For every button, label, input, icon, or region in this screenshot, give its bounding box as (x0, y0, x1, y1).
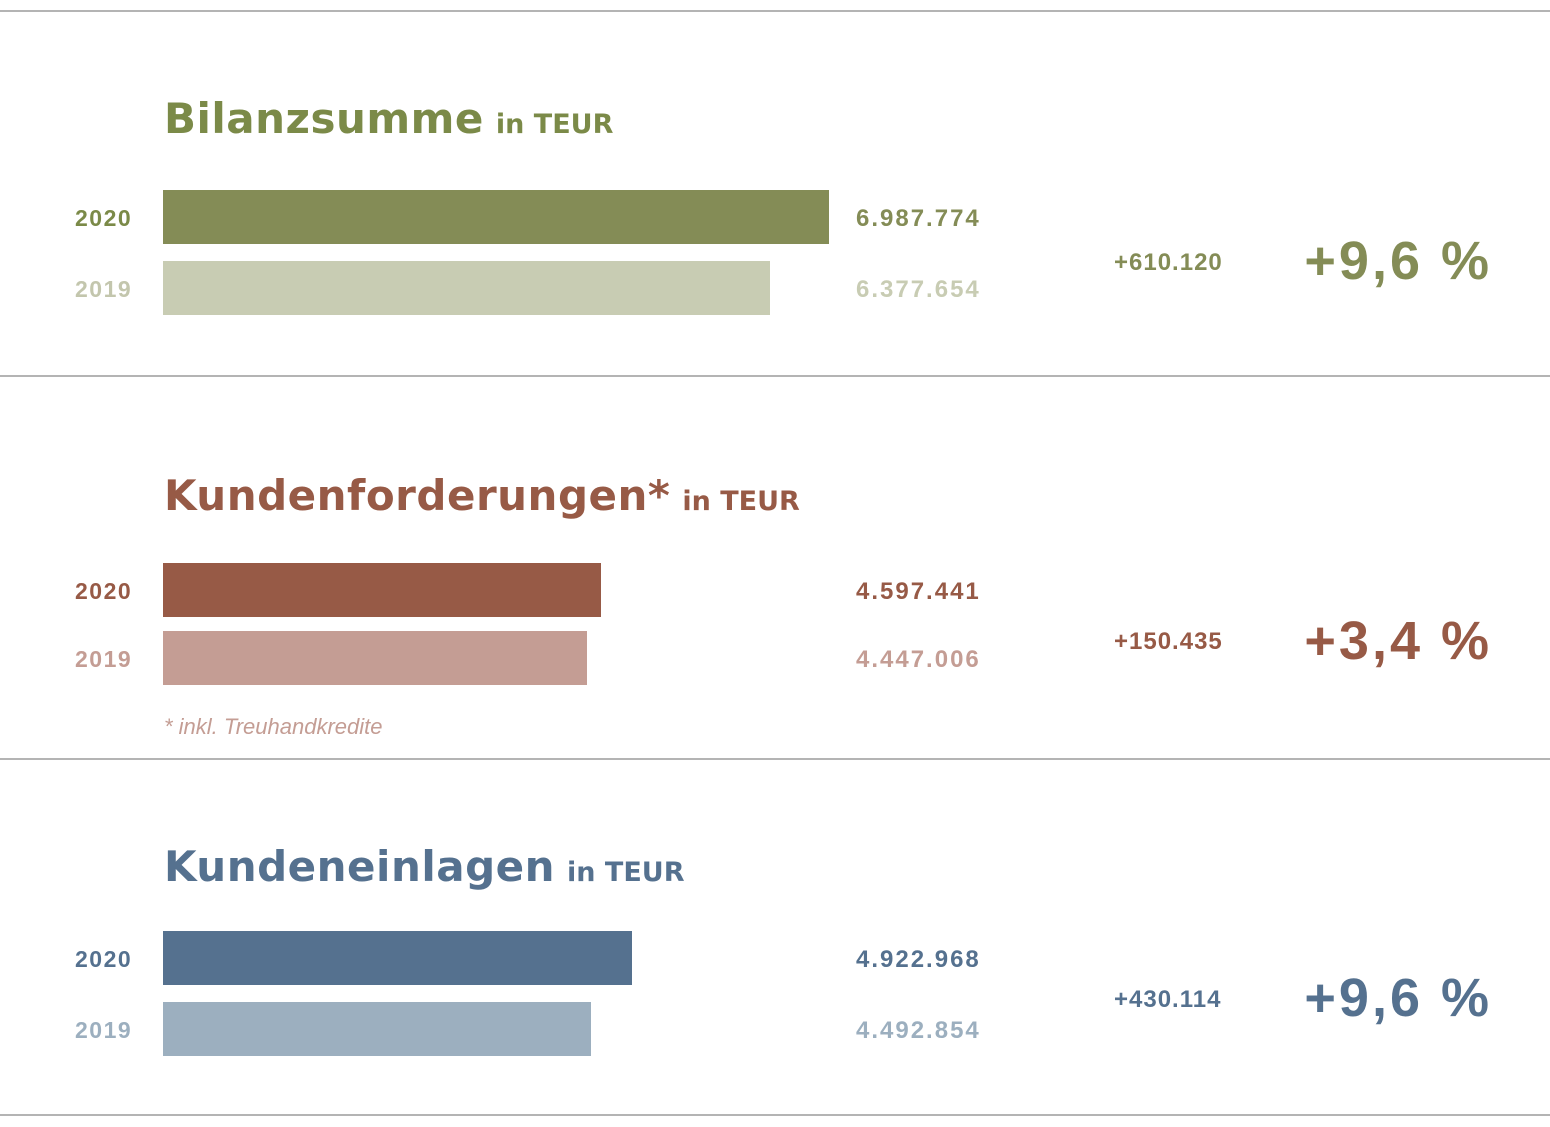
year-label-current: 2020 (75, 946, 133, 972)
bar-previous (163, 631, 587, 685)
bar-current (163, 563, 601, 617)
value-label-current: 6.987.774 (856, 205, 981, 232)
year-label-current: 2020 (75, 205, 133, 231)
year-label-previous: 2019 (75, 276, 133, 302)
divider-2 (0, 758, 1550, 760)
bar-previous (163, 261, 771, 315)
chart-title-unit: in TEUR (682, 486, 800, 517)
divider-top (0, 10, 1550, 12)
bar-previous (163, 1002, 591, 1056)
bar-current (163, 931, 632, 985)
value-label-previous: 4.492.854 (856, 1017, 981, 1044)
chart-title: Bilanzsumme in TEUR (164, 94, 613, 143)
bar-current (163, 190, 829, 244)
year-label-current: 2020 (75, 578, 133, 604)
chart-title-text: Bilanzsumme (164, 94, 484, 143)
divider-1 (0, 375, 1550, 377)
chart-title-unit: in TEUR (567, 857, 685, 888)
chart-title: Kundenforderungen* in TEUR (164, 471, 800, 520)
value-label-current: 4.597.441 (856, 578, 981, 605)
change-percent: +3,4 % (1304, 611, 1492, 671)
year-label-previous: 2019 (75, 1017, 133, 1043)
footnote: * inkl. Treuhandkredite (164, 714, 383, 739)
value-label-previous: 4.447.006 (856, 646, 981, 673)
change-absolute: +150.435 (1114, 628, 1223, 655)
value-label-previous: 6.377.654 (856, 276, 981, 303)
change-percent: +9,6 % (1304, 968, 1492, 1028)
divider-bottom (0, 1114, 1550, 1116)
chart-title-unit: in TEUR (495, 109, 614, 140)
value-label-current: 4.922.968 (856, 946, 981, 973)
chart-title-text: Kundeneinlagen (164, 842, 556, 891)
change-absolute: +430.114 (1114, 986, 1222, 1013)
change-percent: +9,6 % (1304, 231, 1492, 291)
year-label-previous: 2019 (75, 646, 133, 672)
chart-title: Kundeneinlagen in TEUR (164, 842, 684, 891)
change-absolute: +610.120 (1114, 249, 1223, 276)
chart-title-text: Kundenforderungen* (164, 471, 671, 520)
